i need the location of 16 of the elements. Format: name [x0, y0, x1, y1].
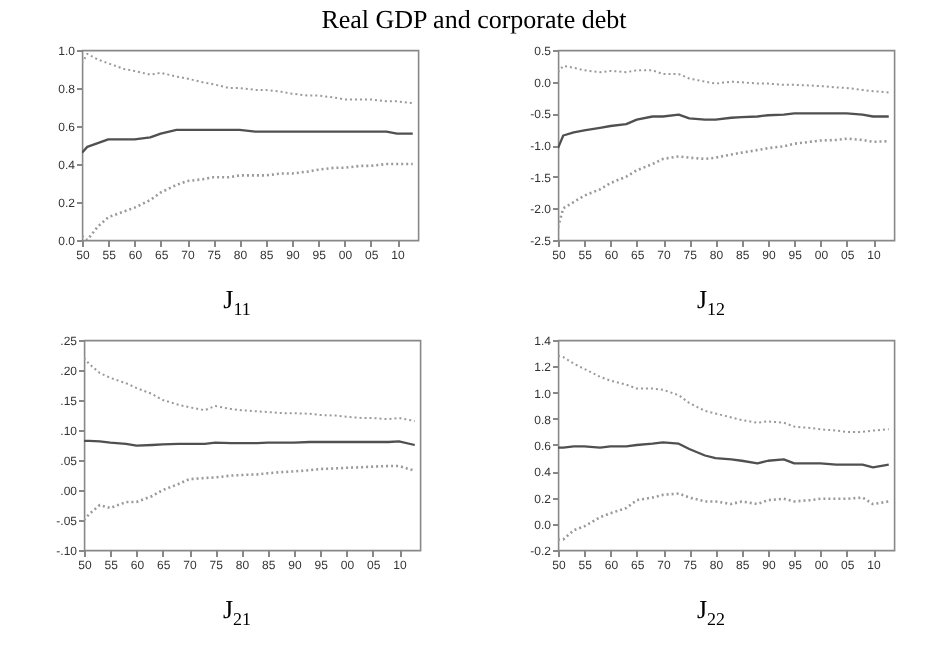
x-axis-title: J$_{12}$	[696, 284, 726, 324]
line-series	[82, 162, 415, 240]
line-series	[84, 356, 416, 422]
text: Real GDP and corporate debt	[319, 2, 629, 36]
line-series	[558, 353, 890, 433]
x-axis-title: J$_{21}$	[222, 593, 252, 633]
line-series	[82, 128, 414, 154]
line-series	[558, 440, 890, 468]
line-series	[558, 137, 891, 229]
line-series	[84, 463, 417, 521]
line-series	[558, 112, 890, 150]
line-series	[558, 491, 891, 540]
line-series	[82, 52, 414, 105]
line-series	[558, 64, 890, 94]
x-axis-title: J$_{11}$	[223, 284, 251, 324]
x-axis-title: J$_{22}$	[696, 593, 726, 633]
